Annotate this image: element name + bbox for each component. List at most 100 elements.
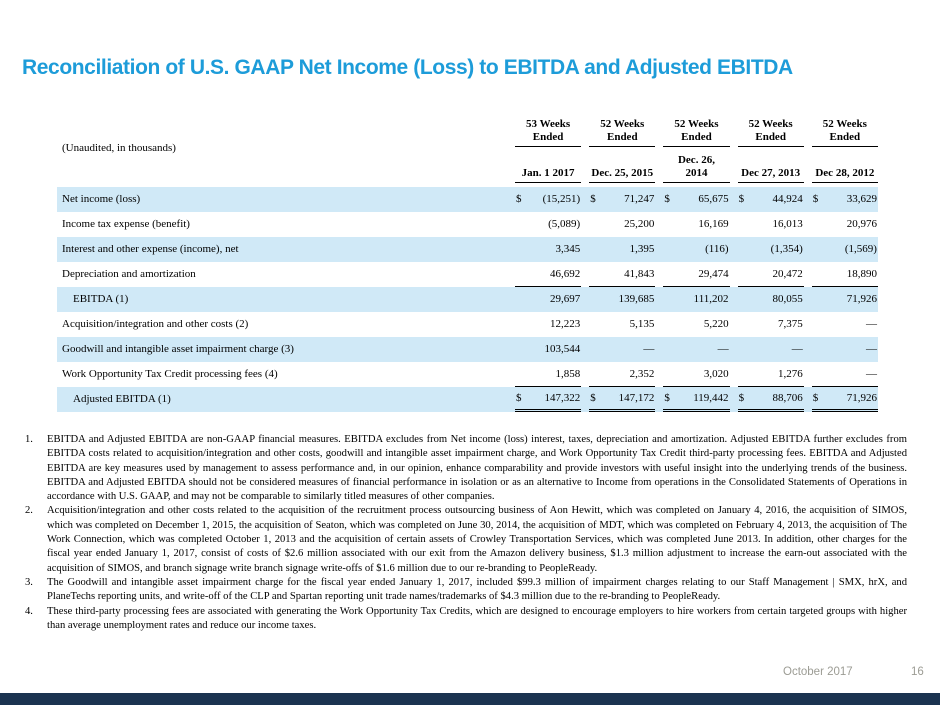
footnote-text: The Goodwill and intangible asset impair… bbox=[47, 576, 907, 603]
value-cell: 71,926 bbox=[812, 287, 878, 312]
value-text: 2,352 bbox=[629, 367, 655, 380]
value-cell: $147,322 bbox=[515, 387, 582, 412]
footer-date: October 2017 bbox=[783, 666, 853, 678]
value-cell: 41,843 bbox=[589, 262, 656, 287]
dollar-sign: $ bbox=[590, 391, 596, 404]
value-text: (15,251) bbox=[542, 193, 581, 206]
value-text: 18,890 bbox=[846, 267, 877, 280]
footnotes-list: 1. EBITDA and Adjusted EBITDA are non-GAA… bbox=[25, 433, 907, 633]
table-row: Depreciation and amortization 46,692 41,84… bbox=[57, 262, 878, 287]
date-header: Dec 28, 2012 bbox=[811, 167, 878, 183]
page-title: Reconciliation of U.S. GAAP Net Income (… bbox=[22, 56, 793, 79]
table-body: Net income (loss) $ (15,251) $71,247 $65,675… bbox=[57, 186, 878, 412]
value-text: 3,020 bbox=[703, 367, 729, 380]
row-label: Work Opportunity Tax Credit processing f… bbox=[62, 368, 278, 381]
footnote-number: 4. bbox=[25, 605, 33, 617]
row-label: Net income (loss) bbox=[62, 193, 141, 206]
period-header: 53 Weeks Ended bbox=[515, 118, 582, 148]
dollar-sign: $ bbox=[664, 391, 670, 404]
value-cell: (1,569) bbox=[812, 237, 878, 262]
dollar-sign: $ bbox=[664, 193, 670, 206]
value-cell: $33,629 bbox=[812, 187, 878, 212]
value-text: — bbox=[865, 367, 877, 380]
value-cell: 46,692 bbox=[515, 262, 582, 287]
value-cell: 3,020 bbox=[663, 362, 730, 387]
table-row: Income tax expense (benefit) (5,089) 25,20… bbox=[57, 212, 878, 237]
table-row: Adjusted EBITDA (1) $147,322 $147,172 $119,… bbox=[57, 386, 878, 412]
footnote-text: Acquisition/integration and other costs … bbox=[47, 505, 907, 574]
value-cell: $ (15,251) bbox=[515, 187, 581, 212]
value-cell: 3,345 bbox=[515, 237, 581, 262]
value-text: 147,172 bbox=[618, 391, 655, 404]
value-text: — bbox=[717, 343, 729, 356]
row-label: Goodwill and intangible asset impairment… bbox=[62, 343, 294, 356]
value-text: — bbox=[865, 343, 877, 356]
footnote-number: 2. bbox=[25, 505, 33, 517]
value-text: 88,706 bbox=[772, 391, 803, 404]
value-text: 20,472 bbox=[772, 267, 803, 280]
value-cell: (116) bbox=[663, 237, 729, 262]
dollar-sign: $ bbox=[590, 193, 596, 206]
value-cell: 18,890 bbox=[811, 262, 878, 287]
value-text: 16,169 bbox=[698, 218, 729, 231]
value-text: 20,976 bbox=[846, 218, 877, 231]
value-text: 1,276 bbox=[778, 367, 803, 380]
period-header: 52 Weeks Ended bbox=[811, 118, 878, 148]
value-cell: — bbox=[812, 312, 878, 337]
value-text: 5,135 bbox=[629, 318, 655, 331]
value-text: — bbox=[643, 343, 655, 356]
dollar-sign: $ bbox=[812, 391, 819, 404]
value-text: 1,395 bbox=[629, 243, 655, 256]
value-cell: 5,220 bbox=[663, 312, 729, 337]
value-text: 71,926 bbox=[846, 293, 877, 306]
table-period-row: 53 Weeks Ended 52 Weeks Ended 52 Weeks End… bbox=[57, 118, 878, 148]
value-text: 139,685 bbox=[618, 293, 655, 306]
footnote-item: 3. The Goodwill and intangible asset impa… bbox=[25, 576, 907, 605]
value-cell: 16,169 bbox=[663, 212, 729, 237]
value-cell: 1,395 bbox=[589, 237, 655, 262]
footnote-number: 1. bbox=[25, 434, 33, 445]
value-text: 119,442 bbox=[693, 391, 729, 404]
value-text: 16,013 bbox=[772, 218, 803, 231]
value-cell: $65,675 bbox=[663, 187, 729, 212]
value-cell: 7,375 bbox=[738, 312, 804, 337]
dollar-sign: $ bbox=[738, 391, 745, 404]
value-text: 29,697 bbox=[549, 293, 581, 306]
dollar-sign: $ bbox=[516, 391, 522, 404]
value-text: 46,692 bbox=[549, 267, 581, 280]
value-cell: 2,352 bbox=[589, 362, 656, 387]
value-cell: 103,544 bbox=[515, 337, 581, 362]
value-text: 103,544 bbox=[544, 343, 581, 356]
table-row: Goodwill and intangible asset impairment… bbox=[57, 336, 878, 362]
date-header: Jan. 1 2017 bbox=[515, 167, 582, 183]
footnote-number: 3. bbox=[25, 576, 33, 588]
value-cell: 29,474 bbox=[663, 262, 730, 287]
value-text: — bbox=[791, 343, 803, 356]
value-text: 29,474 bbox=[698, 267, 729, 280]
unaudited-label: (Unaudited, in thousands) bbox=[62, 142, 176, 154]
value-cell: $71,926 bbox=[811, 387, 878, 412]
value-text: 44,924 bbox=[772, 193, 803, 206]
period-header: 52 Weeks Ended bbox=[737, 118, 804, 148]
value-text: 7,375 bbox=[778, 318, 803, 331]
row-label: Depreciation and amortization bbox=[62, 268, 196, 281]
value-cell: 20,976 bbox=[812, 212, 878, 237]
row-label: Interest and other expense (income), net bbox=[62, 243, 239, 256]
value-cell: 29,697 bbox=[515, 287, 581, 312]
footer-bar bbox=[0, 693, 940, 705]
value-cell: — bbox=[589, 337, 655, 362]
value-cell: — bbox=[738, 337, 804, 362]
value-text: 5,220 bbox=[703, 318, 729, 331]
value-cell: 25,200 bbox=[589, 212, 655, 237]
value-text: (1,354) bbox=[770, 243, 803, 256]
value-cell: 80,055 bbox=[738, 287, 804, 312]
value-cell: $88,706 bbox=[737, 387, 804, 412]
value-text: 3,345 bbox=[555, 243, 581, 256]
value-cell: — bbox=[663, 337, 729, 362]
footer-page-number: 16 bbox=[911, 666, 924, 678]
value-text: 25,200 bbox=[624, 218, 655, 231]
row-label: Adjusted EBITDA (1) bbox=[73, 393, 171, 406]
row-label: EBITDA (1) bbox=[73, 293, 129, 306]
value-text: 71,926 bbox=[846, 391, 877, 404]
value-cell: 1,276 bbox=[737, 362, 804, 387]
